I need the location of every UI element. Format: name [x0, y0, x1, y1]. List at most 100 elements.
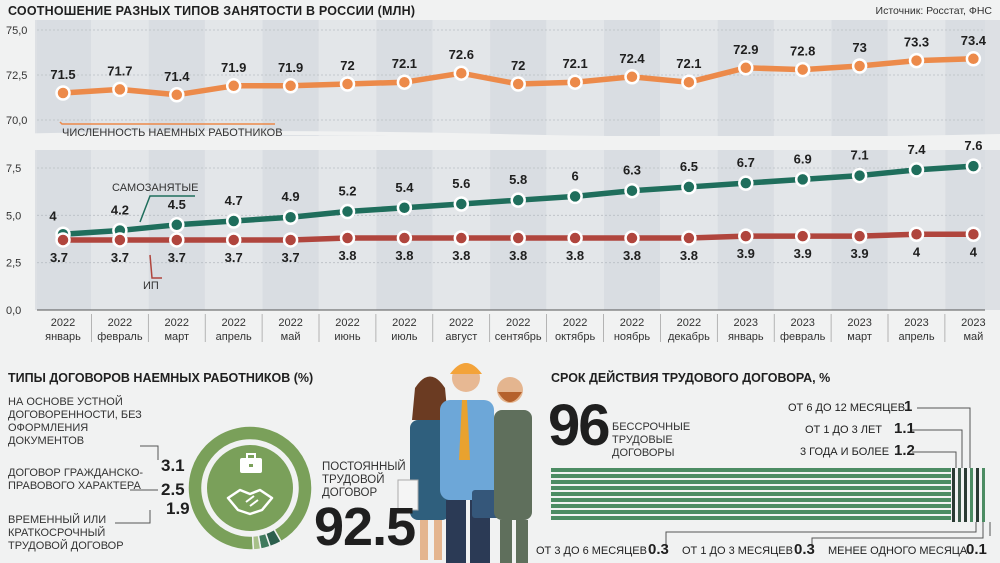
- x-tick-year: 2022: [449, 317, 473, 329]
- perm-value: 92.5: [314, 497, 416, 557]
- data-label: 72.1: [676, 56, 701, 71]
- data-label: 6.5: [680, 159, 698, 174]
- data-point: [624, 182, 640, 199]
- x-tick-month: ноябрь: [614, 331, 651, 343]
- data-point: [453, 65, 470, 81]
- x-tick-month: январь: [728, 331, 764, 343]
- handshake-icon: [226, 488, 274, 516]
- x-tick-year: 2023: [904, 317, 928, 329]
- leader-line: [665, 522, 977, 548]
- term-3-6m-label: ОТ 3 ДО 6 МЕСЯЦЕВ: [536, 545, 647, 557]
- x-tick-year: 2022: [563, 317, 587, 329]
- leader-line: [140, 445, 159, 460]
- data-point: [225, 213, 242, 229]
- term-bar-segment: [551, 468, 951, 472]
- x-tick-month: май: [281, 331, 301, 343]
- data-label: 3.7: [111, 250, 129, 265]
- column-stripe: [376, 20, 433, 310]
- data-point: [965, 226, 982, 243]
- series-name-underline: [59, 121, 275, 125]
- data-point: [908, 162, 925, 178]
- data-label: 73.4: [961, 33, 987, 48]
- data-label: 3.9: [851, 246, 869, 261]
- series-name-label: ИП: [143, 280, 159, 292]
- term-6-12-label: ОТ 6 ДО 12 МЕСЯЦЕВ: [788, 402, 906, 414]
- x-tick-year: 2023: [790, 317, 814, 329]
- data-label: 71.5: [50, 67, 75, 82]
- data-label: 7.4: [907, 142, 926, 157]
- term-lt1-value: 0.1: [966, 541, 987, 558]
- source-note: Источник: Росстат, ФНС: [875, 5, 992, 17]
- series-name-underline: [149, 254, 162, 279]
- term-bar-segment: [551, 510, 951, 514]
- data-label: 71.9: [278, 60, 303, 75]
- x-tick-month: август: [445, 331, 477, 343]
- chart-title: СООТНОШЕНИЕ РАЗНЫХ ТИПОВ ЗАНЯТОСТИ В РОС…: [8, 4, 416, 18]
- open-term-label: БЕССРОЧНЫЕ ТРУДОВЫЕ ДОГОВОРЫ: [612, 421, 691, 459]
- data-label: 4.7: [225, 193, 243, 208]
- x-tick-month: январь: [45, 331, 81, 343]
- data-label: 3.7: [168, 250, 186, 265]
- data-point: [681, 74, 697, 90]
- contract-temp-label: ВРЕМЕННЫЙ ИЛИ КРАТКОСРОЧНЫЙ ТРУДОВОЙ ДОГ…: [8, 514, 124, 552]
- data-label: 6.3: [623, 163, 641, 178]
- term-3y-label: 3 ГОДА И БОЛЕЕ: [800, 446, 890, 458]
- x-tick-month: декабрь: [668, 331, 710, 343]
- data-point: [169, 217, 185, 233]
- data-label: 5.2: [338, 184, 356, 199]
- data-label: 5.4: [395, 180, 414, 195]
- data-point: [567, 230, 583, 246]
- term-bars: [551, 407, 991, 548]
- y-tick-label: 75,0: [6, 25, 27, 37]
- x-tick-month: март: [847, 331, 872, 343]
- data-label: 72.4: [619, 51, 645, 66]
- data-label: 3.7: [282, 250, 300, 265]
- data-point: [396, 230, 413, 246]
- x-tick-year: 2023: [961, 317, 985, 329]
- data-label: 72: [511, 58, 525, 73]
- data-label: 3.8: [395, 248, 413, 263]
- x-tick-year: 2022: [677, 317, 701, 329]
- x-tick-month: апрель: [216, 331, 252, 343]
- data-point: [567, 74, 583, 90]
- data-label: 3.8: [623, 248, 641, 263]
- data-point: [965, 158, 982, 174]
- x-tick-month: февраль: [97, 331, 143, 343]
- y-tick-label: 7,5: [6, 163, 21, 175]
- data-label: 5.6: [452, 176, 470, 191]
- y-tick-label: 0,0: [6, 305, 21, 317]
- data-label: 4: [913, 244, 921, 259]
- data-point: [453, 230, 470, 246]
- x-tick-year: 2023: [847, 317, 871, 329]
- data-label: 6.7: [737, 155, 755, 170]
- data-label: 4.2: [111, 202, 129, 217]
- bottom-graphics: [115, 363, 991, 563]
- data-label: 72: [340, 58, 354, 73]
- column-stripe: [604, 20, 660, 310]
- data-point: [794, 228, 811, 244]
- data-label: 72.8: [790, 44, 815, 59]
- x-tick-month: июнь: [334, 331, 360, 343]
- data-point: [738, 175, 754, 191]
- x-tick-month: апрель: [898, 331, 934, 343]
- leader-line: [115, 510, 151, 524]
- data-label: 4.5: [168, 197, 186, 212]
- x-tick-year: 2022: [506, 317, 530, 329]
- data-point: [112, 81, 128, 98]
- column-stripe: [262, 20, 319, 310]
- data-point: [908, 226, 925, 243]
- term-small-bar: [964, 468, 967, 522]
- data-point: [339, 203, 356, 220]
- data-label: 71.4: [164, 69, 190, 84]
- data-point: [396, 74, 413, 90]
- term-lt1-label: МЕНЕЕ ОДНОГО МЕСЯЦА: [828, 545, 968, 557]
- data-label: 7.1: [851, 148, 869, 163]
- perm-label: ПОСТОЯННЫЙ ТРУДОВОЙ ДОГОВОР: [322, 461, 406, 499]
- term-bar-segment: [551, 474, 951, 478]
- term-small-bar: [976, 468, 979, 522]
- data-label: 3.9: [794, 246, 812, 261]
- data-label: 73: [852, 40, 866, 55]
- data-label: 3.8: [338, 248, 356, 263]
- data-point: [453, 196, 470, 212]
- column-stripe: [35, 20, 91, 310]
